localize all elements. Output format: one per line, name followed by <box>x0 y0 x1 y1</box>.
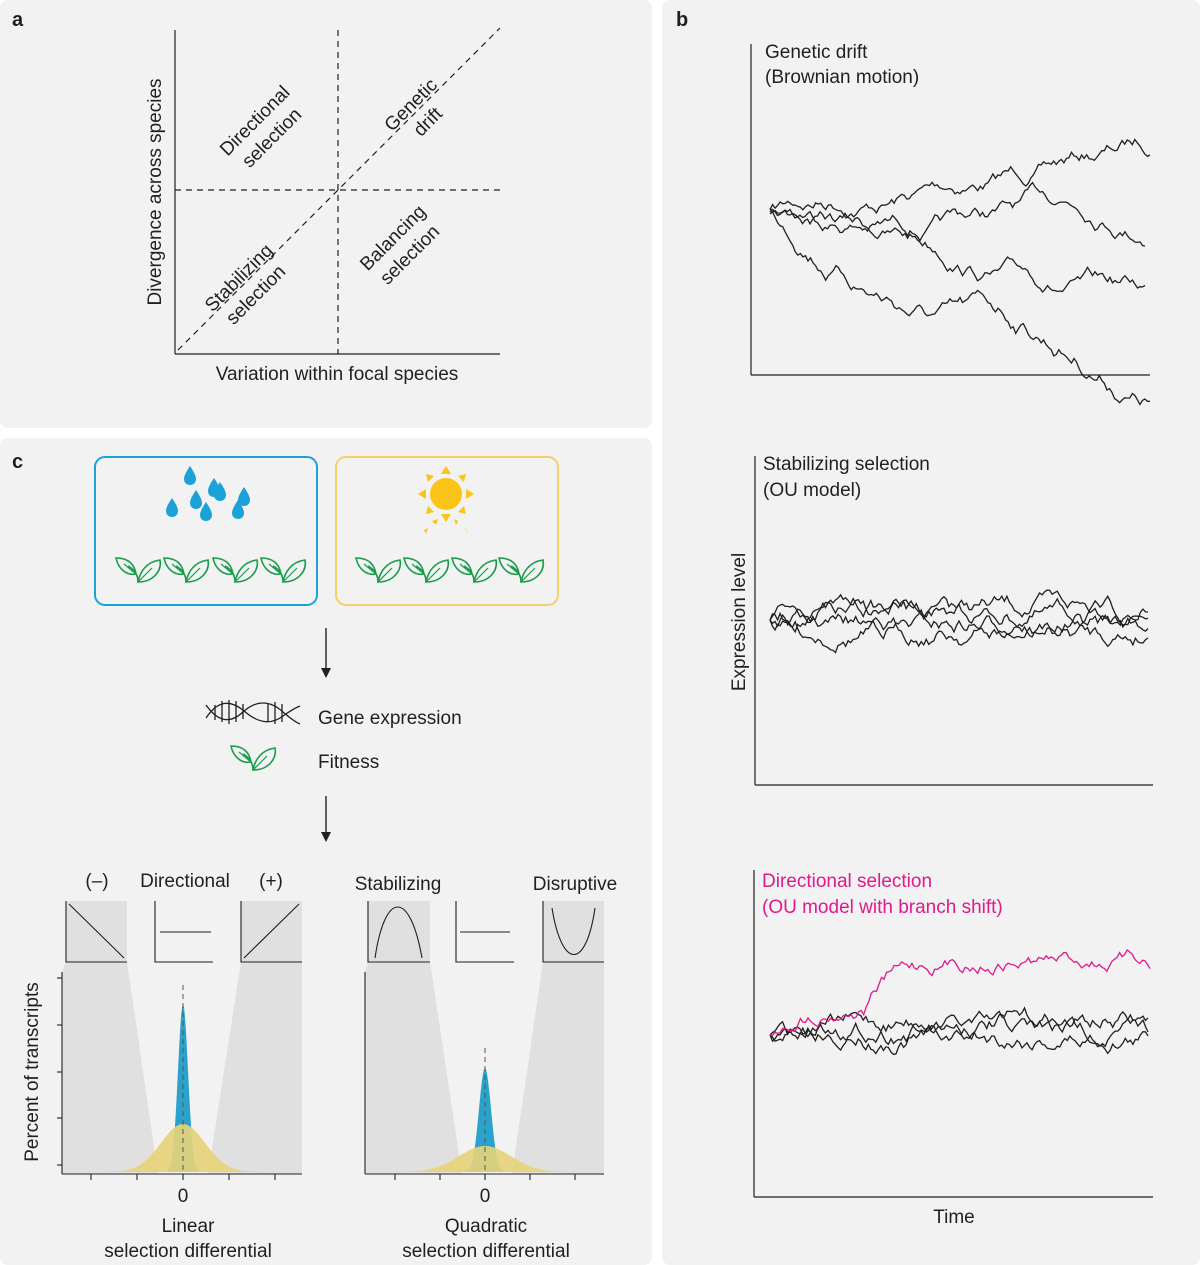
drift-trajectories <box>769 138 1151 406</box>
trajectory-line <box>769 138 1151 219</box>
quadratic-zero-tick: 0 <box>480 1186 491 1207</box>
wet-environment-box <box>94 456 318 606</box>
gene-expression-label: Gene expression <box>318 708 462 729</box>
linear-xlabel-2: selection differential <box>104 1241 272 1262</box>
panel-b-label: b <box>676 9 688 31</box>
stabilizing-label: Stabilizing <box>355 874 442 895</box>
trajectory-line <box>769 207 1146 294</box>
linear-axes <box>57 972 302 1180</box>
quadrant-stabilizing: Stabilizing selection <box>201 240 290 329</box>
panel-c-y-axis-label: Percent of transcripts <box>22 982 43 1162</box>
plot-stabilizing-axes <box>754 456 1153 786</box>
zero-dashes <box>182 985 486 1172</box>
dry-environment-box <box>335 456 559 606</box>
quadrant-directional: Directional selection <box>216 82 306 172</box>
wet-distribution <box>62 1004 302 1172</box>
raindrops-icon <box>166 466 250 521</box>
quadratic-axes <box>364 972 604 1180</box>
trajectory-line <box>769 1006 1149 1043</box>
plot-genetic-drift-title-1: Genetic drift <box>765 42 868 63</box>
arrow-down-icon <box>321 796 331 842</box>
dry-distribution <box>62 1124 302 1172</box>
plot-stabilizing-title-2: (OU model) <box>763 480 861 501</box>
panel-a-dividers <box>175 27 501 354</box>
panel-c-label: c <box>12 451 23 473</box>
panel-a-label: a <box>12 9 24 31</box>
arrow-down-icon <box>321 628 331 678</box>
plot-directional-title-2: (OU model with branch shift) <box>762 897 1003 918</box>
plot-stabilizing-title-1: Stabilizing selection <box>763 454 930 475</box>
plot-directional-title-1: Directional selection <box>762 871 932 892</box>
pos-directional-label: (+) <box>259 871 283 892</box>
linear-xlabel-1: Linear <box>162 1216 215 1237</box>
plot-genetic-drift-axes <box>750 44 1150 376</box>
quadratic-xlabel-2: selection differential <box>402 1241 570 1262</box>
trajectory-line <box>769 595 1149 634</box>
panel-a-y-axis-label: Divergence across species <box>145 78 166 305</box>
trajectory-line <box>769 181 1146 247</box>
panel-b <box>662 0 1200 1265</box>
branch-shift-line <box>769 949 1151 1036</box>
quadratic-xlabel-1: Quadratic <box>445 1216 527 1237</box>
trajectory-line <box>769 210 1150 406</box>
trajectory-line <box>769 616 1149 654</box>
plot-directional-axes <box>753 870 1153 1198</box>
directional-label: Directional <box>140 871 230 892</box>
linear-zero-tick: 0 <box>178 1186 189 1207</box>
quadrant-genetic-drift: Genetic drift <box>381 75 448 141</box>
trajectory-line <box>769 608 1149 640</box>
fitness-leaf-icon <box>230 745 277 771</box>
directional-trajectories <box>769 949 1151 1056</box>
trajectory-line <box>769 1022 1149 1056</box>
panel-a-x-axis-label: Variation within focal species <box>216 364 459 385</box>
trajectory-line <box>769 1010 1149 1052</box>
sun-icon <box>418 466 474 534</box>
mini-fitness-plots <box>65 901 604 963</box>
panel-a <box>0 0 652 428</box>
selection-shading <box>62 901 604 1174</box>
wet-plants-icon <box>115 557 307 583</box>
plot-genetic-drift-title-2: (Brownian motion) <box>765 67 919 88</box>
panel-b-y-axis-label: Expression level <box>729 553 750 691</box>
fitness-label: Fitness <box>318 752 379 773</box>
dry-plants-icon <box>355 557 545 583</box>
dna-icon <box>205 700 301 725</box>
disruptive-label: Disruptive <box>533 874 617 895</box>
panel-b-x-axis-label: Time <box>933 1207 975 1228</box>
stabilizing-trajectories <box>769 589 1149 654</box>
neg-directional-label: (–) <box>85 871 108 892</box>
quadrant-balancing: Balancing selection <box>356 201 444 289</box>
